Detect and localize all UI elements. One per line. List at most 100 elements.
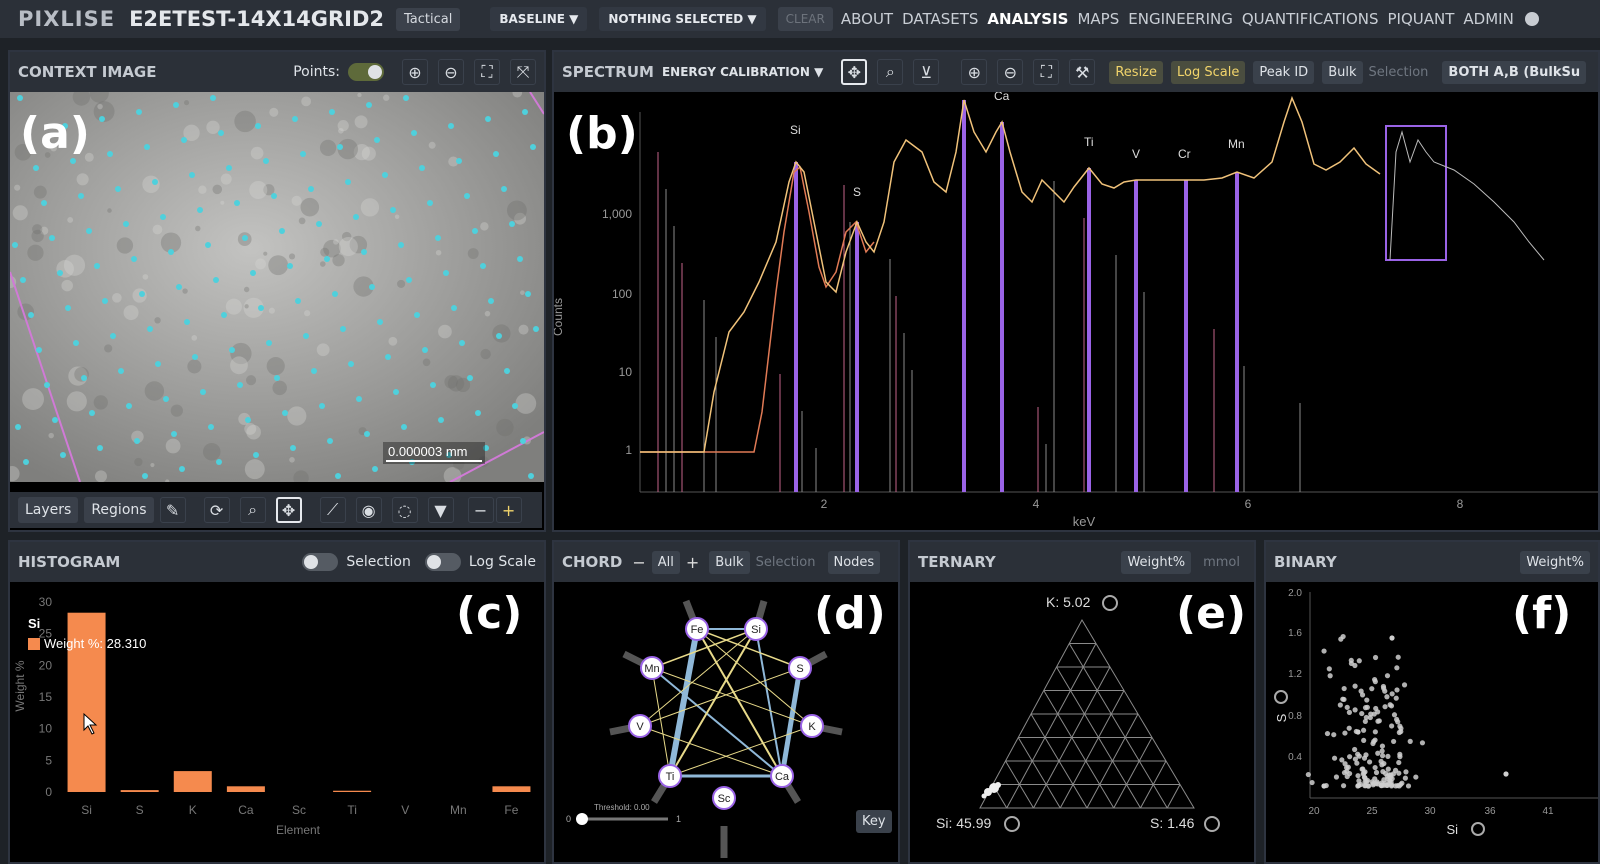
scan-point[interactable] [142, 473, 148, 479]
scan-point[interactable] [234, 200, 240, 206]
mmol-button[interactable]: mmol [1203, 554, 1240, 570]
scan-point[interactable] [422, 347, 428, 353]
user-icon[interactable] [1524, 12, 1539, 26]
scan-point[interactable] [340, 326, 346, 332]
scan-point[interactable] [28, 312, 34, 318]
scan-point[interactable] [144, 144, 150, 150]
scan-point[interactable] [374, 137, 380, 143]
collapse-icon[interactable]: ⤧ [510, 59, 536, 85]
scan-point[interactable] [517, 256, 523, 262]
pencil-icon[interactable]: ✎ [159, 497, 186, 523]
scan-point[interactable] [255, 123, 261, 129]
chord-nodes[interactable] [628, 617, 824, 810]
resize-button[interactable]: Resize [1109, 60, 1163, 84]
wrench-icon[interactable]: ⚒ [1069, 59, 1096, 85]
bulk-button[interactable]: Bulk [1322, 60, 1363, 84]
context-image-canvas[interactable]: 0.000003 mm [10, 92, 544, 482]
histogram-bar[interactable] [492, 786, 531, 792]
scan-point[interactable] [197, 207, 203, 213]
scan-point[interactable] [36, 347, 42, 353]
scan-point[interactable] [356, 396, 362, 402]
scan-point[interactable] [163, 396, 169, 402]
scan-point[interactable] [25, 130, 31, 136]
search-icon[interactable]: ⌕ [239, 497, 266, 523]
pan-icon[interactable]: ✥ [275, 497, 302, 523]
scan-point[interactable] [242, 235, 248, 241]
left-settings-icon[interactable] [1004, 816, 1020, 832]
scan-point[interactable] [332, 291, 338, 297]
scan-point[interactable] [319, 403, 325, 409]
scan-point[interactable] [147, 326, 153, 332]
minus-icon[interactable]: − [467, 497, 494, 523]
scan-point[interactable] [390, 207, 396, 213]
scan-point[interactable] [311, 368, 317, 374]
scan-point[interactable] [57, 270, 63, 276]
scan-point[interactable] [192, 354, 198, 360]
chord-node-s[interactable] [788, 656, 812, 680]
nav-datasets[interactable]: DATASETS [902, 10, 979, 28]
scan-point[interactable] [419, 165, 425, 171]
scan-point[interactable] [456, 158, 462, 164]
scan-point[interactable] [525, 291, 531, 297]
scan-point[interactable] [205, 242, 211, 248]
scan-point[interactable] [435, 235, 441, 241]
right-settings-icon[interactable] [1204, 816, 1220, 832]
threshold-slider-handle[interactable] [576, 813, 588, 825]
histogram-bar[interactable] [173, 771, 212, 792]
scan-point[interactable] [364, 431, 370, 437]
scan-point[interactable] [70, 158, 76, 164]
binary-chart[interactable]: 2.0 1.6 1.2 0.8 0.4 20 25 30 36 41 S Si [1266, 582, 1598, 862]
nav-piquant[interactable]: PIQUANT [1387, 10, 1455, 28]
scan-point[interactable] [17, 95, 23, 101]
scan-point[interactable] [213, 277, 219, 283]
scan-point[interactable] [118, 368, 124, 374]
log-scale-button[interactable]: Log Scale [1171, 60, 1246, 84]
scan-point[interactable] [131, 256, 137, 262]
chord-node-ti[interactable] [658, 764, 682, 788]
scan-point[interactable] [493, 151, 499, 157]
scan-point[interactable] [208, 424, 214, 430]
zoom-in-icon[interactable]: ⊕ [402, 59, 428, 85]
log-scale-toggle[interactable] [424, 553, 461, 571]
scan-point[interactable] [23, 459, 29, 465]
app-brand[interactable]: PIXLISE [18, 7, 116, 31]
rotate-icon[interactable]: ⟳ [203, 497, 230, 523]
scan-point[interactable] [446, 452, 452, 458]
scan-point[interactable] [316, 221, 322, 227]
scan-point[interactable] [136, 109, 142, 115]
scan-point[interactable] [348, 361, 354, 367]
scan-point[interactable] [189, 172, 195, 178]
selection-dropdown[interactable]: NOTHING SELECTED ▼ [599, 7, 766, 31]
scan-point[interactable] [411, 130, 417, 136]
chord-node-mn[interactable] [640, 656, 664, 680]
scan-point[interactable] [361, 249, 367, 255]
nav-maps[interactable]: MAPS [1077, 10, 1120, 28]
scan-point[interactable] [459, 340, 465, 346]
selection-button[interactable]: Selection [1368, 64, 1429, 80]
scan-point[interactable] [528, 473, 534, 479]
scan-point[interactable] [530, 144, 536, 150]
scan-point[interactable] [226, 165, 232, 171]
scan-point[interactable] [533, 326, 539, 332]
nav-analysis[interactable]: ANALYSIS [987, 10, 1069, 28]
pan-icon[interactable]: ✥ [841, 59, 868, 85]
scan-point[interactable] [292, 116, 298, 122]
scan-point[interactable] [504, 368, 510, 374]
dataset-select[interactable]: BOTH A,B (BulkSu [1442, 60, 1587, 84]
scan-point[interactable] [406, 277, 412, 283]
scan-points[interactable] [12, 95, 539, 479]
scan-point[interactable] [102, 298, 108, 304]
weight-button[interactable]: Weight% [1520, 550, 1590, 574]
scan-point[interactable] [324, 256, 330, 262]
palette-icon[interactable]: ◉ [355, 497, 382, 523]
key-button[interactable]: Key [856, 810, 892, 833]
scan-point[interactable] [126, 403, 132, 409]
chord-node-sc[interactable] [712, 786, 736, 810]
plus-icon[interactable]: + [685, 552, 700, 572]
scan-point[interactable] [467, 375, 473, 381]
y-axis-settings-icon[interactable] [1274, 690, 1288, 704]
scan-point[interactable] [385, 354, 391, 360]
scan-point[interactable] [398, 242, 404, 248]
scan-point[interactable] [480, 263, 486, 269]
scan-point[interactable] [160, 214, 166, 220]
